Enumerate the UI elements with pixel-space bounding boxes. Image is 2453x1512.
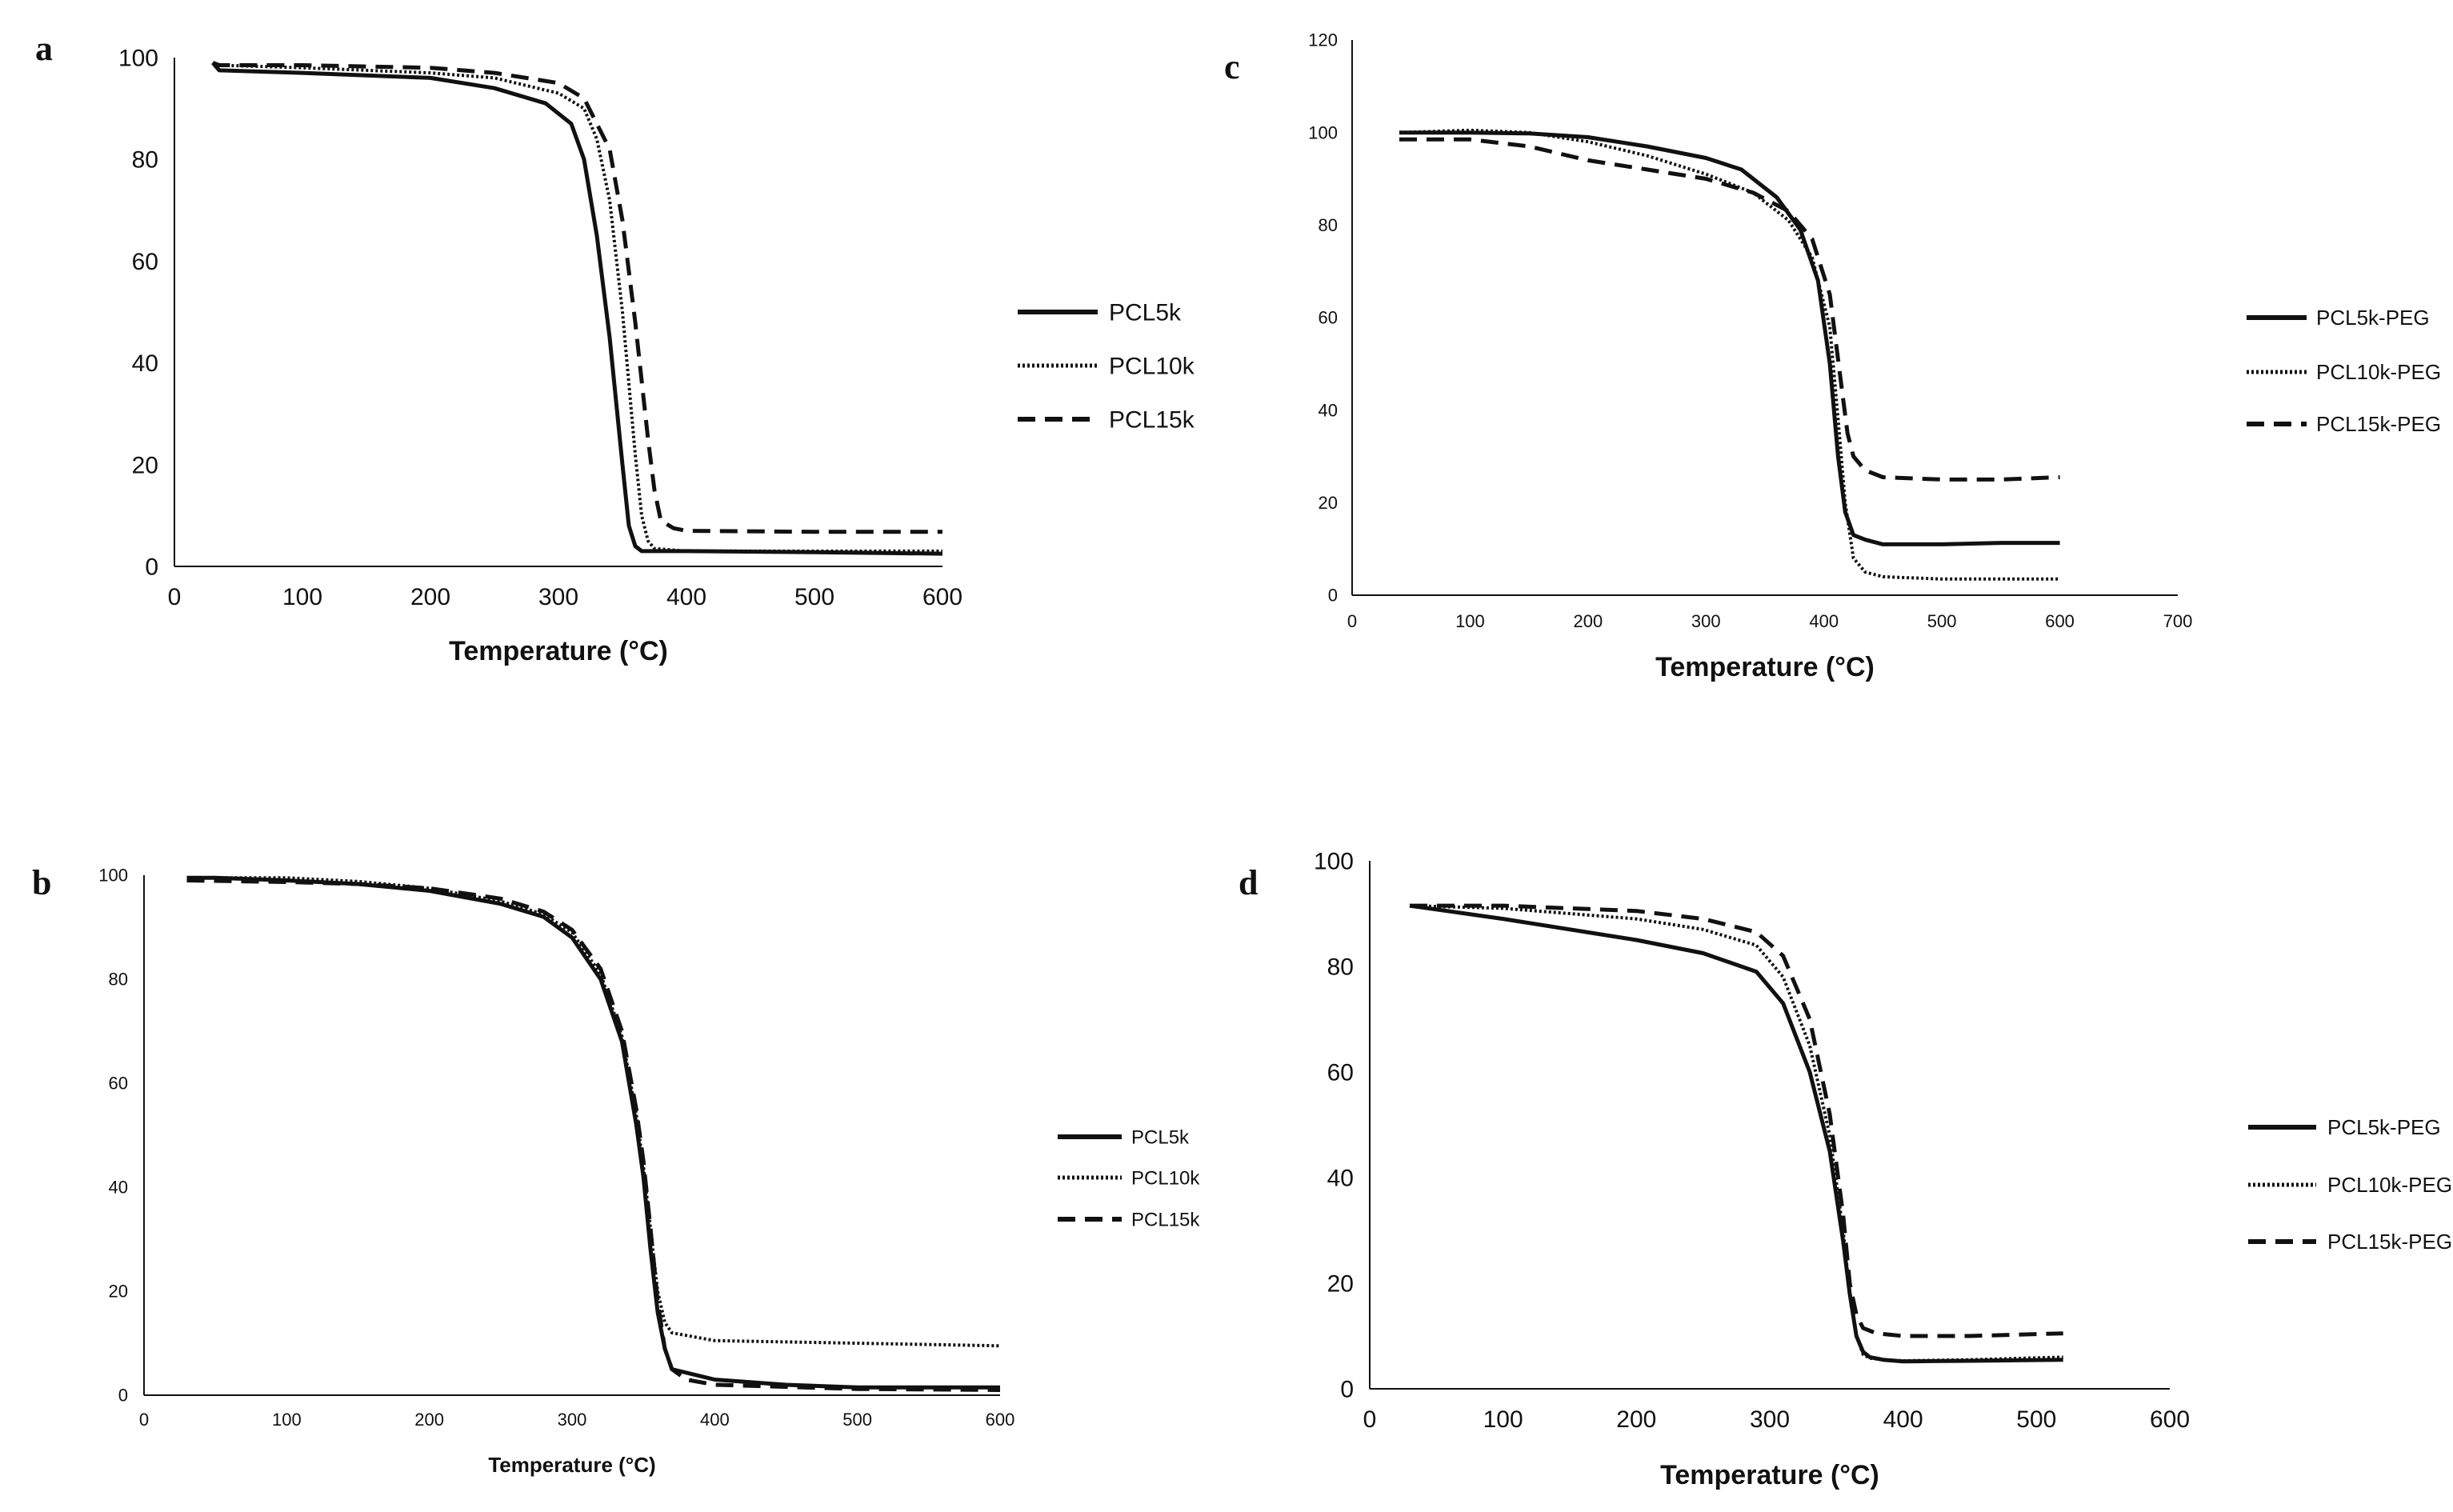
y-tick-label: 20 xyxy=(1327,1271,1354,1298)
x-tick-label: 500 xyxy=(1927,611,1957,631)
series-line-pcl15k xyxy=(212,61,942,534)
x-tick-label: 400 xyxy=(666,584,706,610)
y-tick-label: 0 xyxy=(145,554,158,581)
x-tick-label: 600 xyxy=(922,584,962,610)
panel-letter: c xyxy=(1224,47,1240,86)
y-tick-label: 0 xyxy=(1328,586,1338,606)
legend-label: PCL5k-PEG xyxy=(2327,1115,2441,1139)
series-line-pcl15k-peg xyxy=(1399,137,2060,482)
chart-panel-c: c 0 100 200 300 400 500 600 700 0 20 40 60 80 100 120 Te… xyxy=(1224,30,2441,682)
y-tick-label: 80 xyxy=(132,147,158,174)
series-line-pcl5k xyxy=(211,61,943,556)
chart-panel-a: a 0 100 200 300 400 500 600 0 20 40 60 80 100 Temperat… xyxy=(35,29,1195,666)
x-tick-label: 0 xyxy=(168,584,182,610)
y-tick-label: 80 xyxy=(1319,215,1338,235)
panel-letter: b xyxy=(32,863,51,902)
y-tick-label: 40 xyxy=(109,1178,128,1198)
legend: PCL5k PCL10k PCL15k xyxy=(1058,1126,1200,1230)
x-tick-label: 100 xyxy=(282,584,322,610)
x-tick-label: 300 xyxy=(1691,611,1721,631)
y-tick-label: 80 xyxy=(1327,954,1354,981)
x-tick-label: 300 xyxy=(558,1410,587,1430)
legend-label: PCL5k-PEG xyxy=(2316,306,2430,330)
x-tick-label: 500 xyxy=(794,584,834,610)
legend-label: PCL10k-PEG xyxy=(2316,360,2441,384)
y-tick-label: 80 xyxy=(109,970,128,990)
legend-label: PCL15k-PEG xyxy=(2327,1230,2452,1254)
y-tick-label: 0 xyxy=(118,1386,128,1406)
y-tick-label: 60 xyxy=(1327,1060,1354,1086)
y-tick-label: 40 xyxy=(1319,400,1338,420)
series-line-pcl10k-peg xyxy=(1409,904,2063,1362)
x-tick-label: 600 xyxy=(2045,611,2075,631)
panel-letter: d xyxy=(1239,863,1258,902)
x-tick-label: 0 xyxy=(1363,1406,1377,1433)
x-tick-label: 400 xyxy=(1883,1406,1923,1433)
y-tick-label: 20 xyxy=(1319,493,1338,513)
panel-letter: a xyxy=(35,29,53,68)
x-tick-label: 100 xyxy=(1455,611,1485,631)
x-tick-label: 300 xyxy=(538,584,578,610)
x-tick-label: 200 xyxy=(410,584,450,610)
y-tick-label: 60 xyxy=(132,249,158,275)
legend: PCL5k PCL10k PCL15k xyxy=(1018,300,1195,434)
x-tick-label: 600 xyxy=(986,1410,1015,1430)
y-tick-label: 60 xyxy=(1319,308,1338,328)
y-tick-label: 100 xyxy=(98,866,128,886)
x-tick-label: 500 xyxy=(2016,1406,2056,1433)
x-tick-label: 100 xyxy=(272,1410,302,1430)
legend-label: PCL15k-PEG xyxy=(2316,412,2441,436)
x-tick-label: 100 xyxy=(1483,1406,1523,1433)
x-tick-label: 700 xyxy=(2163,611,2193,631)
series-line-pcl10k xyxy=(212,61,942,553)
legend-label: PCL5k xyxy=(1131,1126,1190,1148)
series-line-pcl10k-peg xyxy=(1399,128,2060,581)
legend: PCL5k-PEG PCL10k-PEG PCL15k-PEG xyxy=(2248,1115,2452,1254)
y-tick-label: 20 xyxy=(132,452,158,478)
x-tick-label: 400 xyxy=(1809,611,1839,631)
x-tick-label: 300 xyxy=(1750,1406,1790,1433)
x-tick-label: 600 xyxy=(2150,1406,2190,1433)
series-line-pcl15k xyxy=(186,878,1001,1392)
legend-label: PCL10k xyxy=(1109,354,1195,380)
y-tick-label: 100 xyxy=(118,46,158,72)
y-tick-label: 0 xyxy=(1340,1377,1354,1403)
legend-label: PCL10k-PEG xyxy=(2327,1173,2452,1197)
y-tick-label: 40 xyxy=(1327,1166,1354,1192)
y-tick-label: 60 xyxy=(109,1074,128,1094)
x-tick-label: 0 xyxy=(139,1410,149,1430)
y-tick-label: 100 xyxy=(1314,849,1354,875)
series-line-pcl10k xyxy=(186,876,1001,1348)
x-axis-label: Temperature (°C) xyxy=(1655,652,1875,682)
series-line-pcl5k-peg xyxy=(1409,903,2063,1364)
x-axis-label: Temperature (°C) xyxy=(1660,1460,1879,1490)
chart-panel-d: d 0 100 200 300 400 500 600 0 20 40 60 80 100 Temperat… xyxy=(1239,849,2452,1491)
legend-label: PCL10k xyxy=(1131,1167,1200,1189)
series-line-pcl5k-peg xyxy=(1399,130,2060,546)
x-axis-label: Temperature (°C) xyxy=(488,1453,655,1477)
x-axis-label: Temperature (°C) xyxy=(449,636,668,666)
legend-label: PCL15k xyxy=(1109,407,1195,434)
y-tick-label: 40 xyxy=(132,350,158,377)
x-tick-label: 500 xyxy=(842,1410,872,1430)
chart-panel-b: b 0 100 200 300 400 500 600 0 20 40 60 80 100 Temperat… xyxy=(32,863,1200,1477)
legend: PCL5k-PEG PCL10k-PEG PCL15k-PEG xyxy=(2247,306,2441,436)
y-tick-label: 100 xyxy=(1308,122,1338,142)
x-tick-label: 200 xyxy=(1573,611,1603,631)
x-tick-label: 400 xyxy=(700,1410,730,1430)
series-line-pcl5k xyxy=(186,875,1000,1390)
series-line-pcl15k-peg xyxy=(1410,903,2063,1338)
x-tick-label: 200 xyxy=(1616,1406,1656,1433)
legend-label: PCL5k xyxy=(1109,300,1182,326)
y-tick-label: 120 xyxy=(1308,30,1338,50)
x-tick-label: 200 xyxy=(414,1410,444,1430)
x-tick-label: 0 xyxy=(1347,611,1357,631)
legend-label: PCL15k xyxy=(1131,1209,1200,1230)
y-tick-label: 20 xyxy=(109,1282,128,1302)
